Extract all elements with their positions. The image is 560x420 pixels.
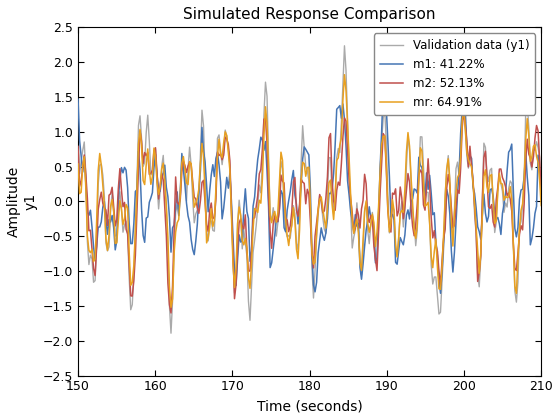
mr: 64.91%: (185, 1.82): 64.91%: (185, 1.82): [341, 72, 348, 77]
Line: m1: 41.22%: m1: 41.22%: [78, 87, 541, 293]
Validation data (y1): [74, 135, 81, 140]
m1: 41.22%: (205, -0.474): 41.22%: (205, -0.474): [497, 232, 504, 237]
m1: 41.22%: (187, -1.12): 41.22%: (187, -1.12): [358, 277, 365, 282]
Validation data (y1): [497, 181, 504, 186]
mr: 64.91%: (186, -0.332): 64.91%: (186, -0.332): [352, 222, 358, 227]
X-axis label: Time (seconds): Time (seconds): [256, 399, 362, 413]
Validation data (y1): [538, 191, 544, 196]
mr: 64.91%: (150, 0.539): 64.91%: (150, 0.539): [74, 161, 81, 166]
m1: 41.22%: (210, 0.237): 41.22%: (210, 0.237): [538, 182, 544, 187]
mr: 64.91%: (205, 0.257): 64.91%: (205, 0.257): [497, 181, 504, 186]
m2: 52.13%: (187, 0.0159): 52.13%: (187, 0.0159): [360, 198, 366, 203]
Title: Simulated Response Comparison: Simulated Response Comparison: [183, 7, 436, 22]
Validation data (y1): [167, 331, 174, 336]
mr: 64.91%: (187, -0.15): 64.91%: (187, -0.15): [361, 209, 368, 214]
m1: 41.22%: (150, 1.47): 41.22%: (150, 1.47): [74, 97, 81, 102]
m2: 52.13%: (201, 0.519): 52.13%: (201, 0.519): [468, 163, 475, 168]
m1: 41.22%: (201, 0.62): 41.22%: (201, 0.62): [468, 156, 475, 161]
m2: 52.13%: (162, -1.6): 52.13%: (162, -1.6): [167, 310, 174, 315]
mr: 64.91%: (210, -0.0582): 64.91%: (210, -0.0582): [538, 203, 544, 208]
Validation data (y1): [341, 43, 348, 48]
m1: 41.22%: (190, 1.64): 41.22%: (190, 1.64): [380, 85, 386, 90]
Line: mr: 64.91%: mr: 64.91%: [78, 75, 541, 307]
Y-axis label: Amplitude
y1: Amplitude y1: [7, 166, 37, 237]
m2: 52.13%: (150, 0.216): 52.13%: (150, 0.216): [76, 184, 83, 189]
mr: 64.91%: (186, -0.255): 64.91%: (186, -0.255): [353, 217, 360, 222]
mr: 64.91%: (150, 0.112): 64.91%: (150, 0.112): [76, 191, 83, 196]
m2: 52.13%: (186, -0.443): 52.13%: (186, -0.443): [351, 230, 357, 235]
m2: 52.13%: (210, 0.164): 52.13%: (210, 0.164): [538, 188, 544, 193]
m1: 41.22%: (150, 0.876): 41.22%: (150, 0.876): [76, 138, 83, 143]
Validation data (y1): [352, 228, 358, 233]
m1: 41.22%: (186, -0.425): 41.22%: (186, -0.425): [351, 228, 357, 234]
m2: 52.13%: (186, -0.384): 52.13%: (186, -0.384): [352, 226, 358, 231]
Validation data (y1): [76, 171, 83, 176]
Line: m2: 52.13%: m2: 52.13%: [78, 113, 541, 313]
Validation data (y1): [468, 155, 475, 160]
Line: Validation data (y1): Validation data (y1): [78, 46, 541, 333]
Legend: Validation data (y1), m1: 41.22%, m2: 52.13%, mr: 64.91%: Validation data (y1), m1: 41.22%, m2: 52…: [374, 33, 535, 115]
m1: 41.22%: (186, -0.267): 41.22%: (186, -0.267): [349, 218, 356, 223]
m2: 52.13%: (200, 1.28): 52.13%: (200, 1.28): [460, 110, 467, 115]
Validation data (y1): [353, 200, 360, 205]
m1: 41.22%: (197, -1.32): 41.22%: (197, -1.32): [437, 291, 444, 296]
Validation data (y1): [361, 207, 368, 213]
mr: 64.91%: (201, 0.501): 64.91%: (201, 0.501): [468, 164, 475, 169]
m2: 52.13%: (205, 0.466): 52.13%: (205, 0.466): [497, 166, 504, 171]
m2: 52.13%: (150, 0.791): 52.13%: (150, 0.791): [74, 144, 81, 149]
mr: 64.91%: (162, -1.52): 64.91%: (162, -1.52): [167, 305, 174, 310]
